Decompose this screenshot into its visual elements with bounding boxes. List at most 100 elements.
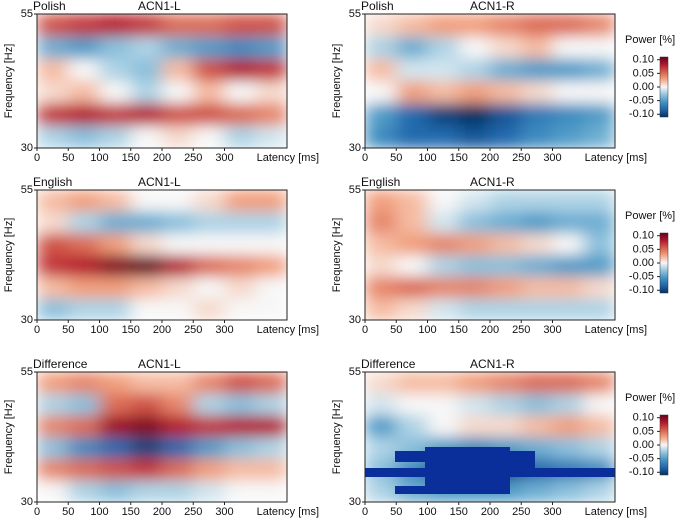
x-axis-label: Latency [ms] <box>585 506 647 518</box>
panel-label: Difference <box>33 357 88 371</box>
cell <box>552 233 585 256</box>
cell <box>521 255 553 278</box>
cell <box>458 372 491 395</box>
y-tick-label: 30 <box>21 496 33 508</box>
x-tick-label: 300 <box>543 506 561 518</box>
x-tick-label: 150 <box>450 152 468 164</box>
heatmap <box>365 190 615 320</box>
cell <box>99 415 132 438</box>
cell <box>193 372 225 395</box>
x-tick-label: 150 <box>122 152 140 164</box>
cell <box>583 58 615 82</box>
x-tick-label: 200 <box>153 324 171 336</box>
cell <box>458 393 491 416</box>
cell <box>162 58 194 82</box>
cell <box>68 393 100 416</box>
cell <box>162 393 194 416</box>
cell <box>99 276 132 299</box>
cell <box>427 415 460 438</box>
cell <box>552 298 585 320</box>
cell <box>99 480 132 502</box>
cell <box>458 190 491 213</box>
cell <box>255 233 287 256</box>
cell <box>458 298 491 320</box>
y-axis-label: Frequency [Hz] <box>3 400 15 475</box>
cell <box>99 393 132 416</box>
x-tick-label: 0 <box>362 324 368 336</box>
cell <box>396 393 428 416</box>
cell <box>521 125 553 148</box>
x-tick-label: 0 <box>362 506 368 518</box>
cell <box>162 103 194 127</box>
x-tick-label: 250 <box>512 324 530 336</box>
cell <box>68 58 100 82</box>
colorbar-tick-label: -0.05 <box>629 95 654 107</box>
cell <box>583 233 615 256</box>
cell <box>37 58 69 82</box>
x-tick-label: 300 <box>215 152 233 164</box>
cell <box>583 393 615 416</box>
cell <box>99 372 132 395</box>
cell <box>68 36 100 60</box>
cell <box>255 298 287 320</box>
cell <box>552 58 585 82</box>
cell <box>130 190 163 213</box>
cell <box>490 103 522 127</box>
y-tick-label: 55 <box>349 184 361 196</box>
cell <box>552 276 585 299</box>
y-axis-label: Frequency [Hz] <box>331 400 343 475</box>
cell <box>224 437 257 460</box>
cell <box>224 58 257 82</box>
x-tick-label: 150 <box>122 324 140 336</box>
colorbar-label: Power [%] <box>625 34 675 46</box>
cell <box>68 103 100 127</box>
heatmap <box>365 14 615 148</box>
cell <box>162 211 194 234</box>
colorbar-tick-label: -0.10 <box>629 108 654 120</box>
cell <box>458 81 491 104</box>
x-tick-label: 100 <box>90 324 108 336</box>
cell <box>365 437 397 460</box>
cell <box>427 298 460 320</box>
colorbar-tick-label: -0.10 <box>629 284 654 296</box>
cell <box>130 393 163 416</box>
cell <box>365 276 397 299</box>
cell <box>68 458 100 481</box>
cell <box>162 437 194 460</box>
cell <box>490 36 522 60</box>
cell <box>255 437 287 460</box>
colorbar-label: Power [%] <box>625 210 675 222</box>
colorbar-label: Power [%] <box>625 392 675 404</box>
cell <box>130 14 163 37</box>
cell <box>193 480 225 502</box>
x-tick-label: 200 <box>153 152 171 164</box>
cell <box>193 233 225 256</box>
x-tick-label: 100 <box>90 506 108 518</box>
x-tick-label: 200 <box>481 506 499 518</box>
cell <box>37 372 69 395</box>
cell <box>224 14 257 37</box>
cell <box>68 233 100 256</box>
cell <box>99 458 132 481</box>
cell <box>99 58 132 82</box>
cell <box>458 415 491 438</box>
cell <box>224 480 257 502</box>
cell <box>552 372 585 395</box>
panel-label: Polish <box>361 0 394 13</box>
cell <box>490 211 522 234</box>
cell <box>37 458 69 481</box>
cell <box>224 255 257 278</box>
heatmap <box>37 372 287 502</box>
heatmap-cells <box>365 14 615 148</box>
significance-mask <box>365 447 615 494</box>
x-tick-label: 50 <box>390 152 402 164</box>
cell <box>552 36 585 60</box>
cell <box>521 58 553 82</box>
cell <box>365 58 397 82</box>
colorbar-tick-label: 0.00 <box>633 439 654 451</box>
cell <box>365 298 397 320</box>
x-tick-label: 300 <box>215 506 233 518</box>
cell <box>490 125 522 148</box>
cell <box>37 233 69 256</box>
colorbar-tick-label: 0.10 <box>633 54 654 66</box>
